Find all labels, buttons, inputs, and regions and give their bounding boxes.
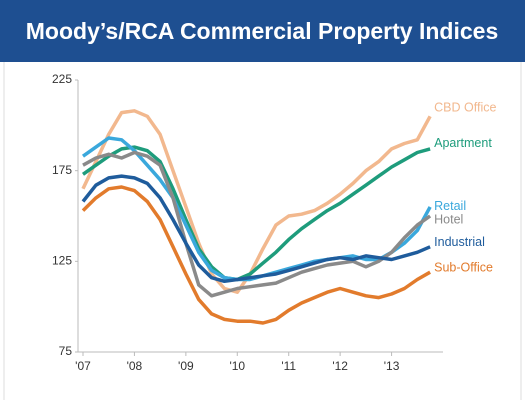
series-label: Sub-Office	[434, 261, 493, 275]
series-line	[82, 150, 432, 298]
y-tick-label: 175	[52, 163, 72, 177]
series-line	[81, 185, 431, 325]
title-bar	[0, 0, 525, 62]
x-tick-label: '13	[384, 359, 400, 373]
x-tick-label: '10	[229, 359, 245, 373]
x-tick-label: '12	[332, 359, 348, 373]
series-label: CBD Office	[434, 101, 496, 115]
x-tick-label: '09	[178, 359, 194, 373]
series-label: Industrial	[434, 235, 485, 249]
y-tick-label: 225	[52, 72, 72, 86]
x-tick-label: '11	[281, 359, 296, 373]
chart-title: Moody’s/RCA Commercial Property Indices	[26, 18, 498, 44]
series-label: Retail	[434, 199, 466, 213]
x-tick-label: '07	[75, 359, 91, 373]
series-line	[81, 109, 432, 294]
series-line	[81, 145, 431, 282]
y-tick-label: 75	[59, 344, 73, 358]
x-tick-label: '08	[127, 359, 143, 373]
series-label: Apartment	[434, 136, 492, 150]
series-line	[81, 174, 431, 284]
y-tick-label: 125	[52, 254, 72, 268]
series-label: Hotel	[434, 212, 463, 226]
